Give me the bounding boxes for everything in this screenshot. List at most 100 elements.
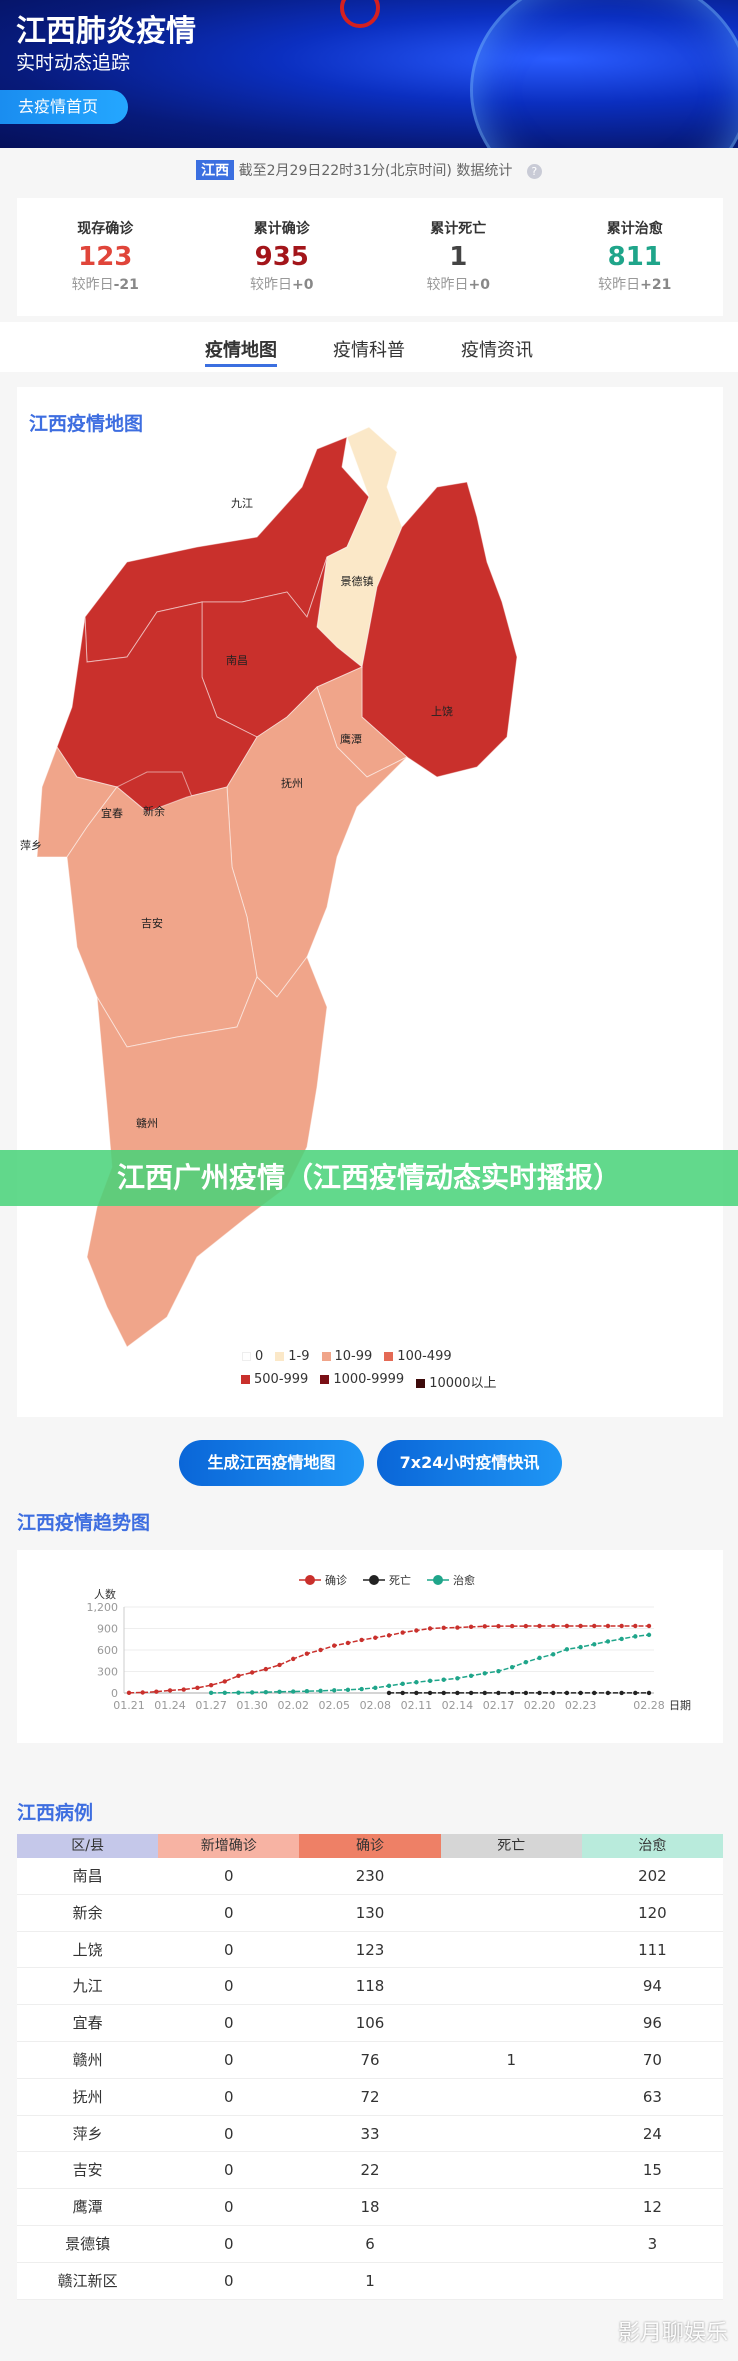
data-point <box>605 1639 611 1644</box>
legend-label: 死亡 <box>389 1573 411 1587</box>
page-subtitle: 实时动态追踪 <box>16 52 131 74</box>
data-point <box>455 1676 460 1681</box>
data-point <box>181 1687 186 1692</box>
legend-marker <box>433 1575 443 1585</box>
data-point <box>551 1623 556 1629</box>
data-point <box>195 1685 200 1691</box>
table-cell: 1 <box>365 2271 375 2290</box>
table-row: 宜春 0 106 96 <box>17 2005 723 2042</box>
tab-map[interactable]: 疫情地图 <box>205 336 277 367</box>
map-label-pingxiang: 萍乡 <box>20 839 42 852</box>
data-point <box>523 1690 529 1696</box>
tab-news[interactable]: 疫情资讯 <box>461 340 533 361</box>
table-cell <box>441 2079 582 2115</box>
help-icon[interactable]: ? <box>526 164 542 179</box>
legend-item: 10-99 <box>321 1349 372 1364</box>
series-line-2 <box>211 1634 650 1694</box>
table-cell: 6 <box>365 2234 375 2253</box>
table-cell: 0 <box>224 2271 234 2290</box>
col-deaths[interactable]: 死亡 <box>440 1834 582 1858</box>
data-point <box>633 1623 638 1629</box>
data-point <box>455 1690 460 1696</box>
table-cell: 抚州 <box>72 2087 103 2106</box>
table-cell: 0 <box>224 1867 234 1885</box>
map-label-ganzhou: 赣州 <box>136 1116 158 1130</box>
data-point <box>509 1665 515 1670</box>
data-point <box>277 1662 282 1668</box>
tab-science[interactable]: 疫情科普 <box>333 340 405 361</box>
table-cell: 123 <box>355 1940 385 1959</box>
data-point <box>646 1690 652 1696</box>
x-tick-label: 02.23 <box>565 1699 597 1712</box>
data-point <box>578 1644 583 1650</box>
table-cell: 3 <box>647 2234 658 2253</box>
data-point <box>373 1635 378 1640</box>
stat-current-confirmed: 现存确诊 123 较昨日-21 <box>17 198 194 316</box>
stat-delta: 较昨日-21 <box>71 277 139 293</box>
col-confirmed[interactable]: 确诊 <box>299 1834 441 1858</box>
data-point <box>468 1624 474 1630</box>
table-cell: 33 <box>360 2124 380 2143</box>
x-tick-label: 02.05 <box>319 1699 351 1712</box>
table-cell: 18 <box>360 2198 380 2217</box>
data-point <box>496 1668 501 1674</box>
table-cell: 130 <box>355 1903 385 1922</box>
data-point <box>318 1688 323 1694</box>
legend-marker <box>369 1575 379 1585</box>
table-row: 抚州 0 72 63 <box>17 2078 723 2116</box>
x-tick-label: 01.24 <box>154 1699 186 1712</box>
data-point <box>441 1677 446 1682</box>
header-banner: 江西肺炎疫情 实时动态追踪 去疫情首页 <box>0 0 738 148</box>
legend-item: 100-499 <box>384 1349 452 1364</box>
table-cell: 63 <box>642 2087 662 2106</box>
watermark: 影月聊娱乐 <box>617 2321 728 2346</box>
data-point <box>249 1670 255 1675</box>
data-point <box>523 1623 529 1629</box>
jiangxi-map[interactable]: 九江 景德镇 南昌 上饶 鹰潭 抚州 宜春 新余 萍乡 吉安 赣州 <box>17 387 723 1417</box>
table-cell: 宜春 <box>72 2014 103 2033</box>
col-district[interactable]: 区/县 <box>17 1834 159 1858</box>
table-row: 新余 0 130 120 <box>17 1894 723 1932</box>
table-cell <box>441 1895 582 1931</box>
table-cell: 202 <box>638 1867 667 1885</box>
data-point <box>592 1690 597 1696</box>
table-cell: 230 <box>355 1867 385 1885</box>
map-card: 江西疫情地图 九江 景德镇 南昌 上饶 鹰潭 抚州 宜春 新余 萍乡 吉安 赣 <box>17 387 723 1417</box>
table-row: 鹰潭 0 18 12 <box>17 2189 723 2226</box>
data-point <box>633 1690 638 1696</box>
data-point <box>414 1680 419 1685</box>
x-tick-label: 01.27 <box>195 1699 227 1712</box>
data-point <box>304 1689 310 1694</box>
col-cured[interactable]: 治愈 <box>581 1834 724 1858</box>
table-cell: 赣江新区 <box>57 2271 118 2290</box>
target-icon <box>340 0 380 28</box>
generate-map-button[interactable]: 生成江西疫情地图 <box>179 1440 364 1486</box>
data-point <box>222 1690 227 1695</box>
data-point <box>537 1690 542 1696</box>
data-point <box>592 1642 597 1647</box>
trend-chart: 0 300 600 900 1,200 01.21 01.24 01.27 01.30 02.02… <box>87 1573 692 1712</box>
legend-item: 500-999 <box>241 1372 308 1391</box>
data-point <box>619 1623 624 1629</box>
table-cell: 鹰潭 <box>72 2198 103 2217</box>
table-cell: 22 <box>360 2161 380 2180</box>
table-cell: 72 <box>360 2087 380 2106</box>
home-button[interactable]: 去疫情首页 <box>0 90 128 124</box>
data-point <box>345 1640 351 1646</box>
x-tick-label: 01.21 <box>113 1699 145 1712</box>
table-cell: 111 <box>638 1940 667 1959</box>
table-cell: 1 <box>506 2050 516 2069</box>
data-point <box>578 1623 583 1629</box>
update-time: 截至2月29日22时31分(北京时间) <box>238 163 452 179</box>
map-label-jingdezhen: 景德镇 <box>341 574 374 588</box>
data-point <box>386 1683 392 1689</box>
news-button[interactable]: 7x24小时疫情快讯 <box>377 1440 562 1486</box>
map-label-nanchang: 南昌 <box>226 654 248 667</box>
col-new-confirmed[interactable]: 新增确诊 <box>158 1834 300 1858</box>
table-cell: 15 <box>642 2161 662 2180</box>
data-point <box>291 1656 296 1662</box>
data-point <box>140 1690 145 1695</box>
legend-marker <box>305 1575 315 1585</box>
map-label-jian: 吉安 <box>141 916 163 930</box>
data-point <box>468 1673 474 1678</box>
